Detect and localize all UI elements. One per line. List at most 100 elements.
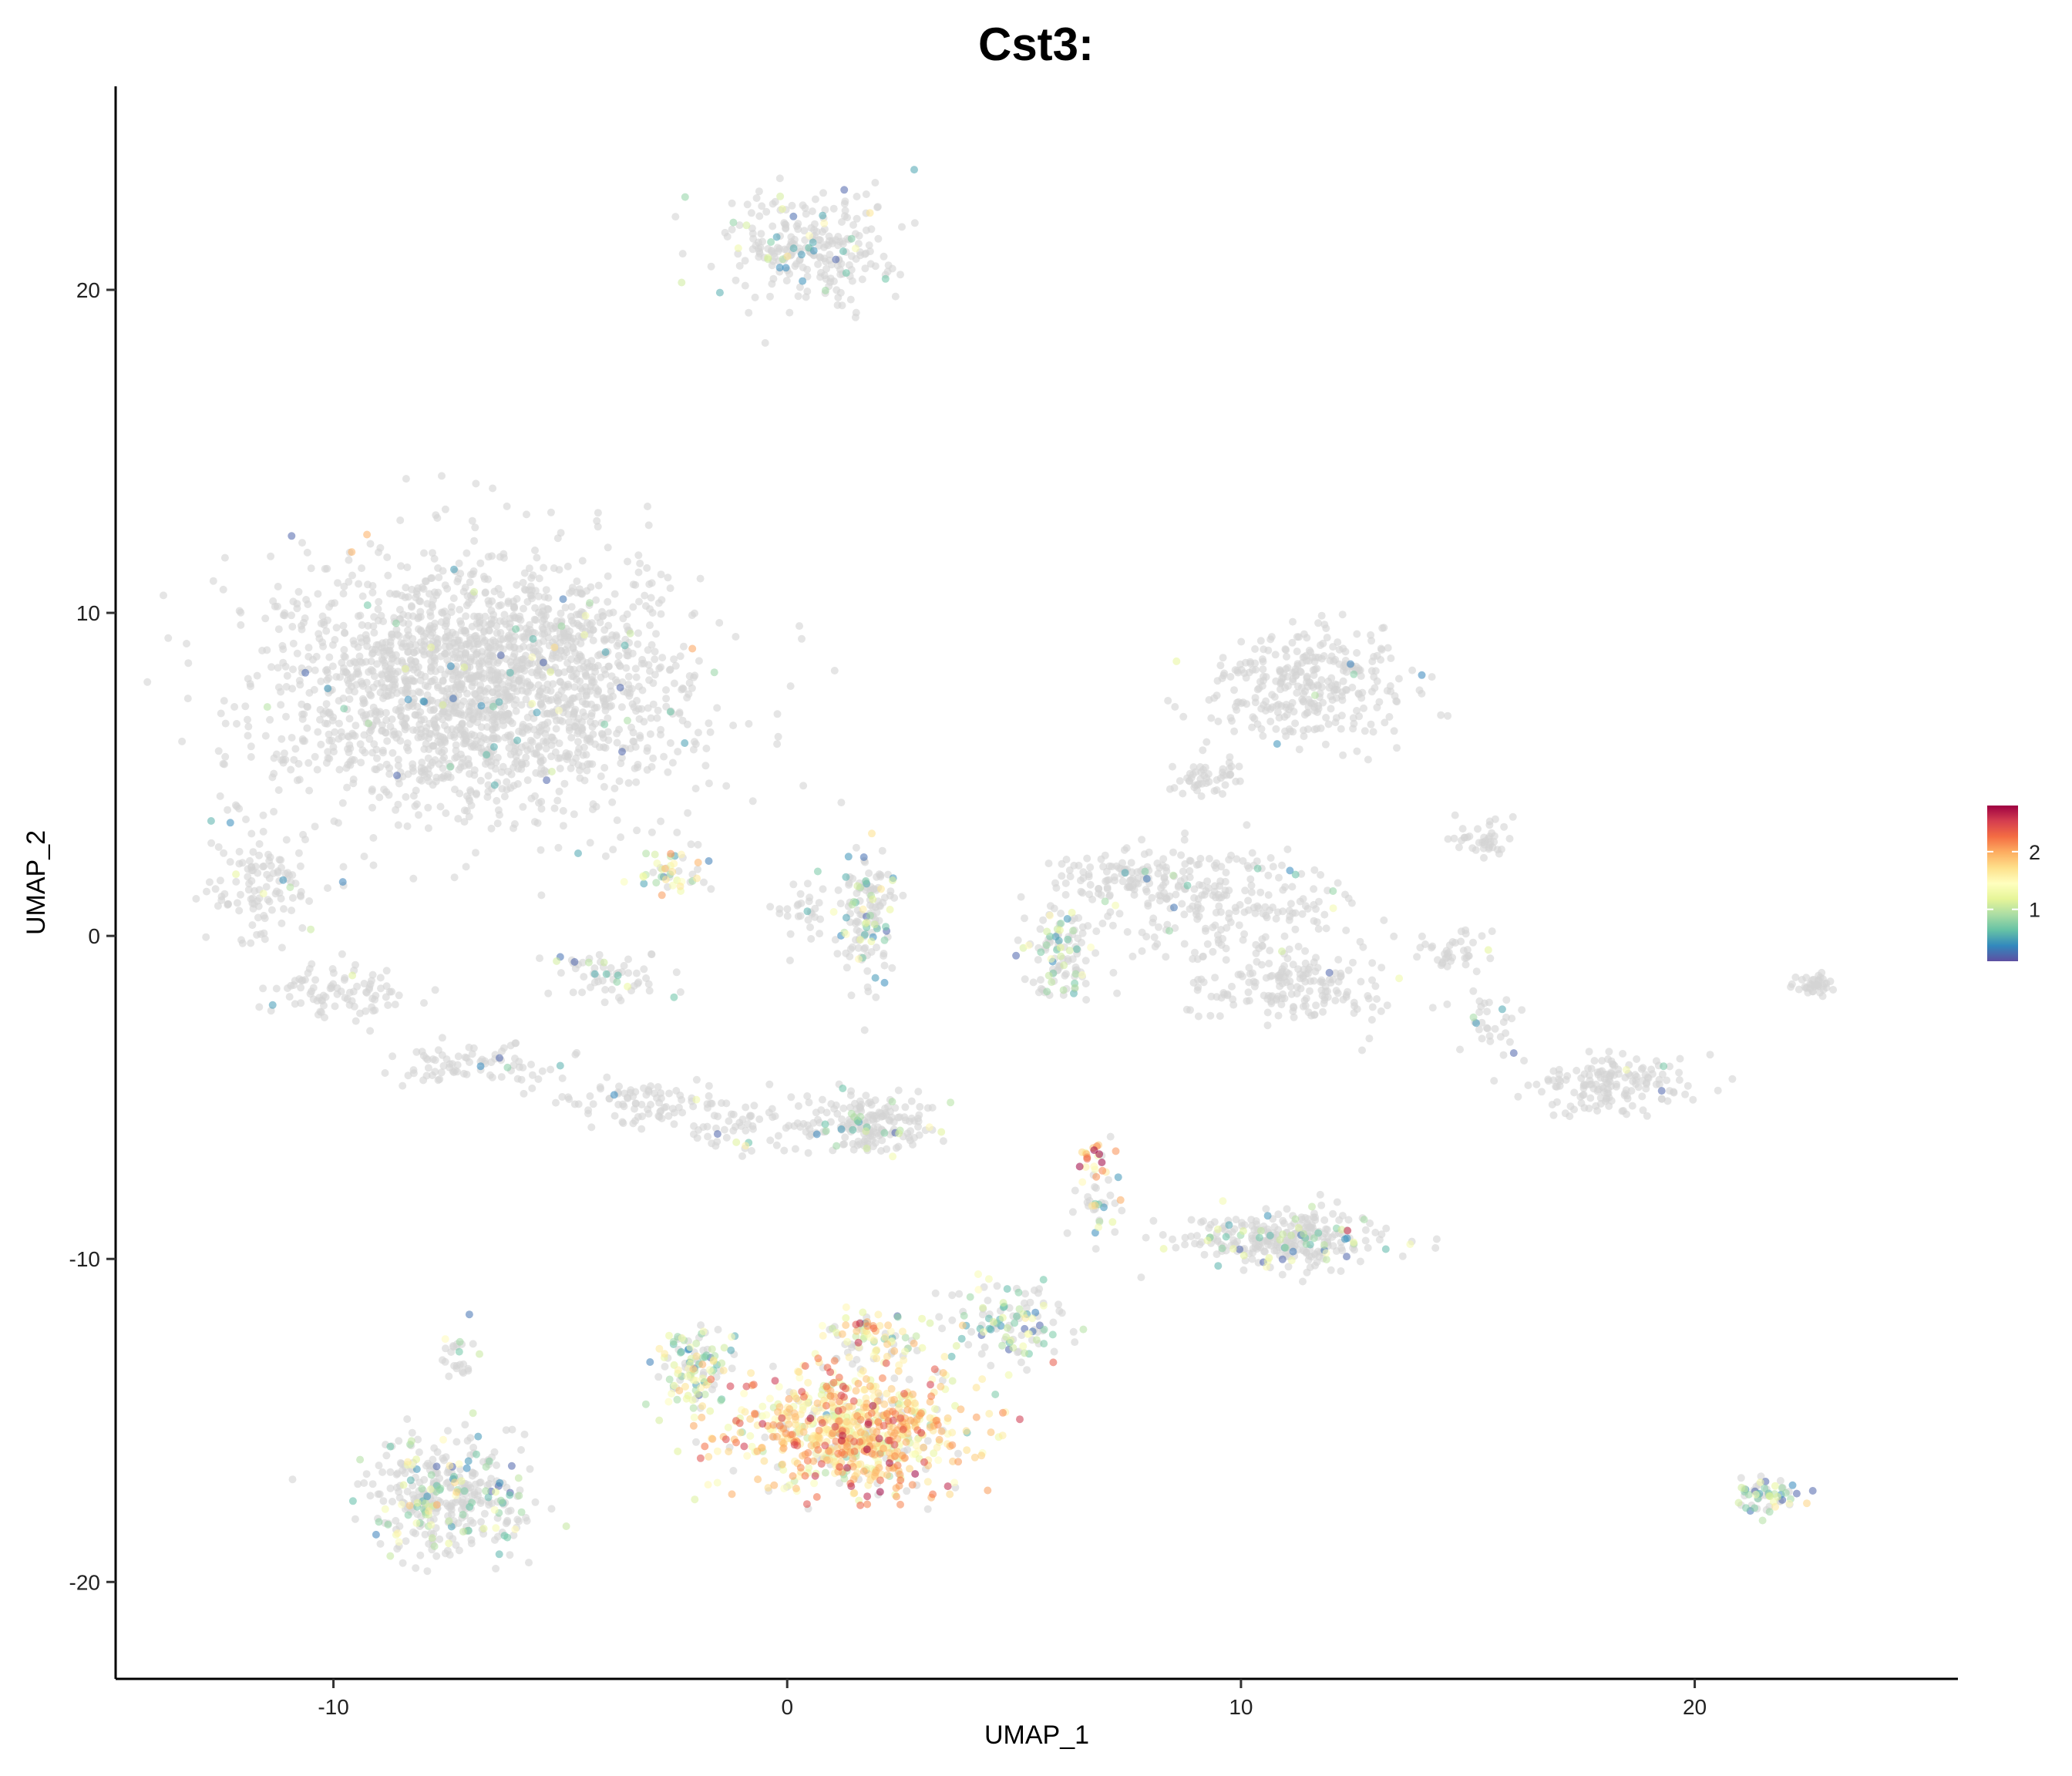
data-point	[430, 705, 439, 714]
data-point	[1062, 970, 1070, 978]
data-point	[805, 897, 813, 906]
data-point	[324, 748, 332, 756]
data-point	[341, 629, 349, 637]
data-point	[1251, 645, 1260, 653]
data-point	[1310, 866, 1319, 874]
data-point	[1314, 619, 1323, 627]
data-point	[609, 692, 617, 701]
data-point	[338, 950, 346, 958]
data-point	[1475, 1025, 1483, 1034]
data-point	[604, 714, 612, 722]
data-point	[1689, 1095, 1697, 1104]
data-point	[1276, 666, 1284, 674]
data-point	[1269, 863, 1277, 871]
data-point	[1049, 1318, 1058, 1327]
data-point	[492, 765, 500, 773]
data-point	[309, 655, 317, 664]
data-point	[1229, 1236, 1237, 1244]
data-point	[783, 912, 792, 920]
data-point	[1488, 927, 1496, 936]
data-point	[373, 660, 382, 668]
data-point	[900, 1113, 909, 1122]
data-point	[321, 719, 329, 728]
data-point	[1245, 978, 1253, 987]
data-point	[537, 891, 546, 900]
data-point	[403, 1488, 412, 1495]
data-point	[274, 583, 282, 590]
data-point	[395, 707, 403, 715]
data-point	[1265, 960, 1273, 967]
data-point	[1468, 844, 1477, 853]
data-point	[1509, 812, 1517, 821]
data-point	[380, 658, 388, 667]
data-point	[683, 694, 691, 702]
data-point	[467, 1539, 476, 1548]
data-point	[1380, 916, 1388, 924]
data-point	[1415, 686, 1424, 695]
data-point	[786, 930, 795, 938]
data-point	[822, 264, 830, 273]
data-point	[768, 280, 776, 288]
data-point	[335, 697, 343, 705]
data-point	[415, 597, 423, 605]
data-point	[637, 1101, 646, 1108]
data-point	[1222, 944, 1230, 953]
data-point	[504, 1507, 513, 1515]
data-point	[1344, 1216, 1353, 1224]
data-point	[426, 608, 434, 617]
data-point	[914, 1117, 923, 1125]
data-point	[409, 760, 417, 769]
data-point	[247, 829, 256, 838]
data-point	[782, 277, 791, 285]
data-point	[430, 1444, 439, 1452]
data-point	[1294, 965, 1303, 974]
data-point	[1138, 836, 1146, 844]
data-point	[1213, 786, 1221, 794]
data-point	[522, 759, 530, 768]
data-point	[1085, 873, 1093, 881]
data-point	[428, 600, 436, 609]
data-point	[1458, 825, 1467, 833]
data-point	[764, 244, 772, 253]
data-point	[442, 809, 450, 817]
data-point	[836, 271, 845, 278]
data-point	[1293, 648, 1301, 656]
data-point	[666, 584, 674, 593]
data-point	[1261, 933, 1270, 941]
data-point	[469, 1044, 478, 1052]
data-point	[806, 923, 814, 931]
data-point	[722, 782, 731, 790]
data-point	[368, 803, 376, 812]
data-point	[435, 574, 443, 582]
data-point	[547, 508, 555, 516]
data-point	[537, 610, 546, 619]
data-point	[233, 899, 241, 907]
data-point	[1102, 877, 1110, 886]
data-point	[1246, 875, 1255, 883]
data-point	[655, 1112, 664, 1121]
data-point	[1130, 891, 1139, 899]
data-point	[1253, 957, 1261, 966]
data-point	[1320, 910, 1329, 919]
data-point	[632, 969, 641, 977]
data-point	[748, 797, 757, 806]
data-point	[477, 723, 486, 732]
data-point	[368, 748, 377, 757]
data-point	[1329, 643, 1337, 651]
data-point	[1181, 829, 1189, 837]
data-point	[335, 735, 343, 743]
data-point	[382, 967, 391, 975]
data-point	[754, 238, 762, 247]
data-point	[360, 1479, 368, 1487]
data-point	[1226, 673, 1235, 681]
data-point	[1804, 988, 1812, 997]
data-point	[1383, 1001, 1391, 1010]
data-point	[558, 717, 567, 725]
data-point	[1706, 1051, 1714, 1059]
data-point	[443, 613, 452, 621]
data-point	[411, 802, 419, 810]
data-point	[490, 616, 499, 624]
data-point	[1021, 1290, 1029, 1298]
data-point	[531, 792, 539, 800]
data-point	[785, 957, 794, 964]
